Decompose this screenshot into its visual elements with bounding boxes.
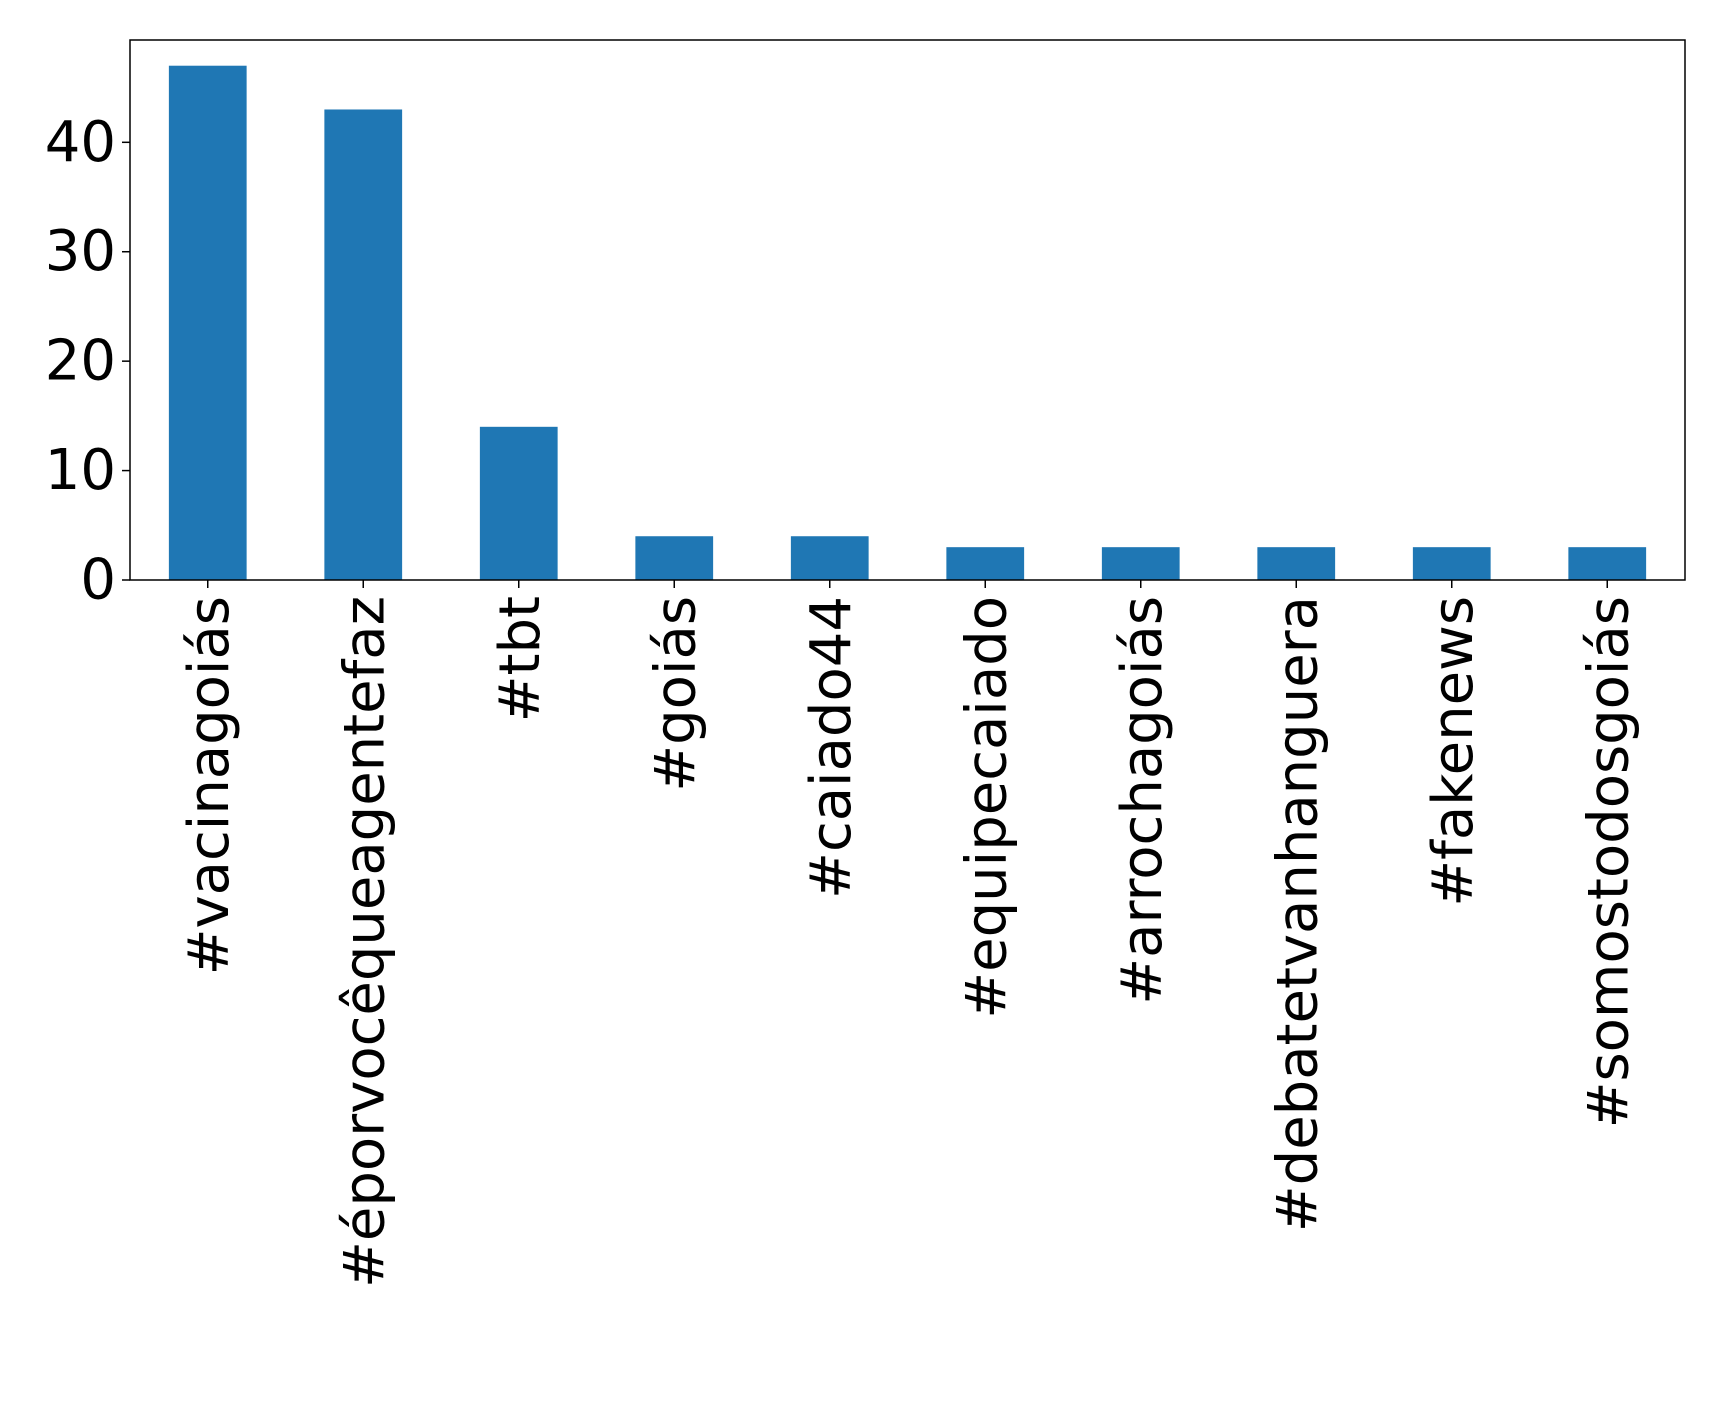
x-tick-label: #vacinagoiás [177,596,242,975]
x-tick-label: #equipecaiado [954,596,1019,1019]
y-tick-label: 0 [80,548,116,613]
x-tick-label: #éporvocêqueagentefaz [332,596,397,1288]
bar [1257,547,1336,580]
y-axis: 0 10 20 30 40 [45,110,130,613]
x-axis: #vacinagoiás #éporvocêqueagentefaz #tbt #go… [177,580,1641,1288]
x-tick-label: #caiado44 [799,596,864,899]
y-tick-label: 20 [45,329,116,394]
bar [635,536,714,580]
plot-frame [129,39,1686,581]
y-tick-label: 40 [45,110,116,175]
bars-group [168,65,1647,581]
bar [168,65,247,580]
x-tick-label: #tbt [488,596,553,722]
bar [1568,547,1647,580]
y-tick-label: 30 [45,219,116,284]
bar [479,426,558,580]
x-tick-label: #debatetvanhanguera [1265,596,1330,1232]
x-tick-label: #fakenews [1421,596,1486,907]
bar [1101,547,1180,580]
y-tick-label: 10 [45,438,116,503]
x-tick-label: #goiás [643,596,708,792]
x-tick-label: #arrochagoiás [1110,596,1175,1005]
bar [946,547,1025,580]
x-tick-label: #somostodosgoiás [1576,596,1641,1128]
bar [790,536,869,580]
bar [1412,547,1491,580]
bar [324,109,403,581]
